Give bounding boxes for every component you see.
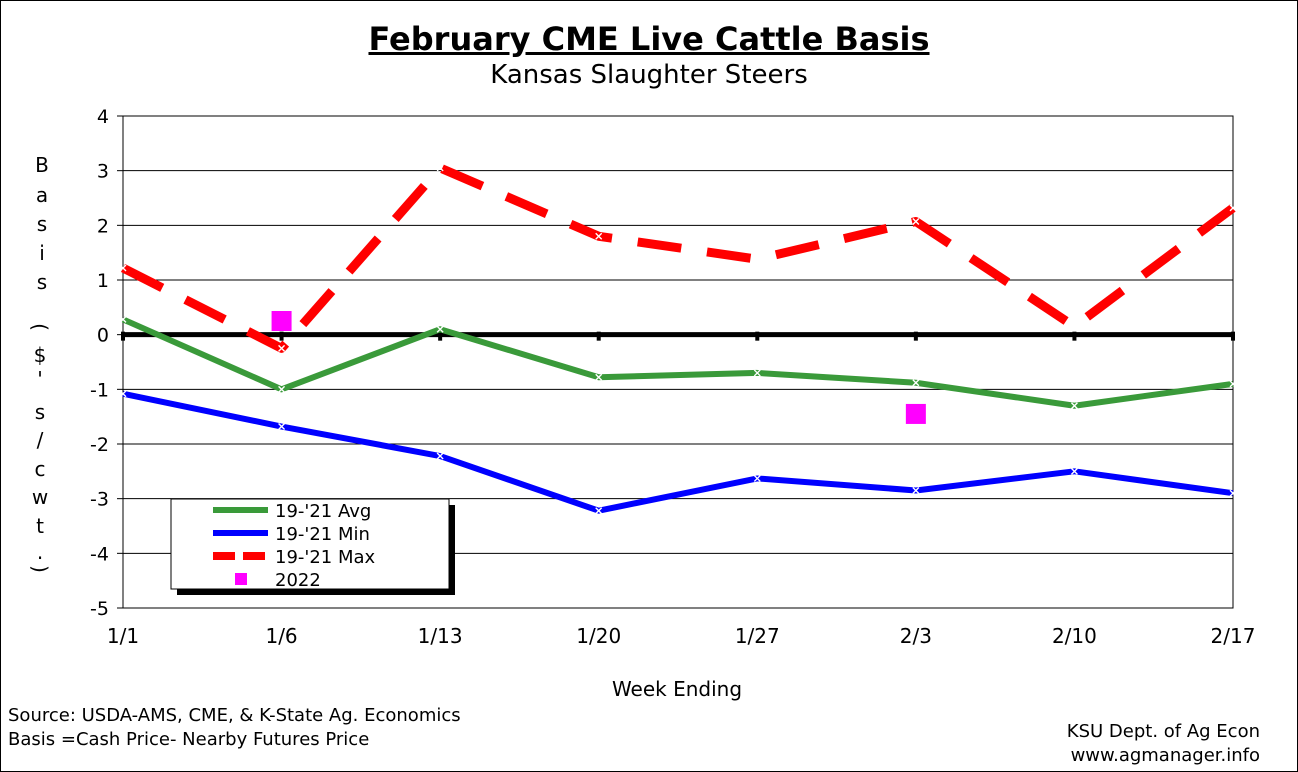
y-axis-label-char: i [39,241,45,265]
y-axis-label-char: ) [28,565,52,573]
data-point [278,423,286,431]
y-axis-label-char: / [37,428,44,452]
x-tick-label: 1/13 [418,624,463,648]
data-point [595,373,603,381]
data-point [753,369,761,377]
series-line-2 [120,163,1236,353]
x-tick-label: 1/27 [735,624,780,648]
data-point [278,344,286,352]
source-note: Source: USDA-AMS, CME, & K-State Ag. Eco… [8,705,461,726]
data-point [436,164,444,172]
data-point [595,507,603,515]
website-note: www.agmanager.info [1070,745,1260,766]
y-axis-label-char: s [35,400,45,424]
legend-label: 19-'21 Min [275,524,370,545]
y-axis-label-char: c [35,457,46,481]
y-axis-label-char: $ [34,343,47,367]
legend-box [170,498,450,590]
legend-swatch [235,573,247,585]
series-layer [119,163,1237,515]
data-point [912,379,920,387]
y-axis-label-char: . [37,540,43,564]
x-tick-label: 1/1 [107,624,139,648]
y-tick-label: 1 [97,270,109,292]
data-point [595,232,603,240]
y-tick-label: 0 [97,325,109,347]
y-tick-label: -1 [90,379,109,401]
y-tick-label: -4 [90,543,109,565]
y-axis-label-char: s [37,270,47,294]
series-line-1 [122,390,1234,514]
x-tick-label: 2/17 [1211,624,1256,648]
legend-label: 19-'21 Avg [275,501,371,522]
data-point [912,218,920,226]
marker-2022 [271,311,292,331]
x-axis-ticks: 1/1 1/6 1/13 1/20 1/27 2/3 2/10 2/17 [107,331,1256,648]
y-tick-label: -2 [90,434,109,456]
y-tick-label: 4 [97,106,109,128]
dept-note: KSU Dept. of Ag Econ [1066,721,1260,742]
y-axis-label-char: ' [37,367,43,391]
legend-label: 2022 [275,570,321,591]
y-axis-label-char: t [36,514,44,538]
y-axis-label-char: ( [28,323,52,331]
y-axis-label-char: B [35,153,49,177]
y-axis-label-char: s [37,212,47,236]
x-tick-label: 2/3 [900,624,932,648]
data-point [753,474,761,482]
series-line-0 [121,316,1234,409]
basis-note: Basis =Cash Price- Nearby Futures Price [8,729,370,750]
x-tick-label: 1/6 [265,624,297,648]
data-point [1070,402,1078,410]
marker-2022 [905,403,926,424]
data-point [1070,322,1078,330]
data-point [119,390,127,398]
data-point [753,255,761,263]
data-point [912,486,920,494]
y-axis-ticks: 4 3 2 1 0 -1 -2 -3 -4 -5 [90,106,123,620]
data-point [1229,380,1237,388]
data-point [1070,467,1078,475]
data-point [1229,204,1237,212]
y-axis-label-char: a [36,183,48,207]
data-point [119,315,127,323]
x-tick-label: 1/20 [576,624,621,648]
gridlines [123,170,1233,554]
y-tick-label: 2 [97,215,109,237]
data-point [436,325,444,333]
data-point [278,385,286,393]
data-point [119,264,127,272]
data-point [436,452,444,460]
chart-title: February CME Live Cattle Basis [368,20,930,58]
y-tick-label: -3 [90,489,109,511]
x-axis-label: Week Ending [611,677,743,701]
y-tick-label: 3 [97,161,109,183]
y-axis-label-char: w [32,485,48,509]
chart-subtitle: Kansas Slaughter Steers [490,60,808,90]
data-point [1229,489,1237,497]
x-tick-label: 2/10 [1052,624,1097,648]
y-tick-label: -5 [90,598,109,620]
legend-label: 19-'21 Max [275,547,376,568]
y-axis-label: Basis($'s/cwt.) [28,153,52,573]
